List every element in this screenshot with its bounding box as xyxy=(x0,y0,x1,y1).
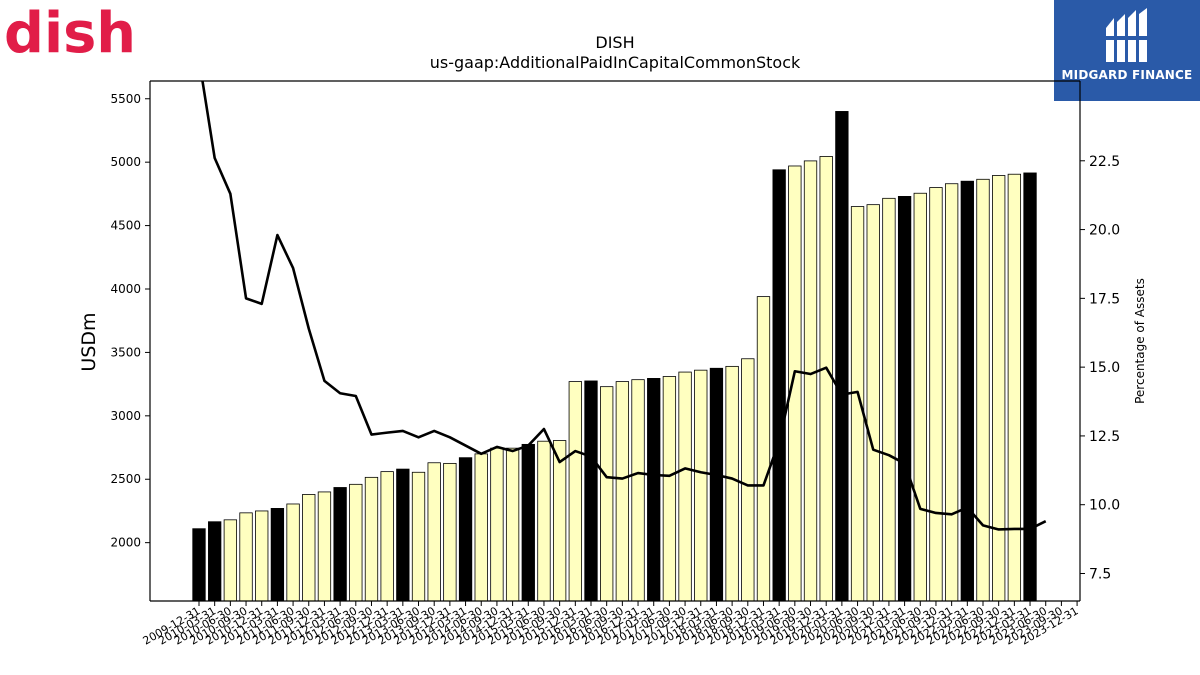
bar xyxy=(286,503,300,602)
bar xyxy=(552,440,567,602)
bar xyxy=(537,440,551,602)
y-tick-label: 5000 xyxy=(110,155,141,169)
bar xyxy=(709,367,724,602)
bar xyxy=(364,476,379,602)
bar xyxy=(458,457,473,602)
y2-axis-label: Percentage of Assets xyxy=(1133,278,1147,404)
y2-tick-label: 12.5 xyxy=(1089,429,1120,445)
midgard-finance-logo: MIDGARD FINANCE xyxy=(1054,0,1200,101)
chart-subtitle: us-gaap:AdditionalPaidInCapitalCommonSto… xyxy=(429,53,801,72)
bar xyxy=(803,160,818,602)
bar xyxy=(349,483,363,602)
bar xyxy=(208,521,222,602)
bar xyxy=(427,462,441,602)
bar xyxy=(647,378,661,602)
chart-title: DISH xyxy=(595,33,635,52)
bar xyxy=(521,443,535,602)
bar xyxy=(239,512,253,602)
bar xyxy=(270,508,285,602)
bar xyxy=(882,197,896,602)
bar xyxy=(819,156,833,602)
y-axis-label: USDm xyxy=(78,312,100,371)
bar xyxy=(725,365,739,602)
bar xyxy=(600,386,614,602)
bar xyxy=(490,447,504,602)
bar xyxy=(788,165,802,602)
bar xyxy=(505,447,520,602)
dish-logo-text: dish xyxy=(4,2,136,60)
bar xyxy=(694,369,708,602)
bar xyxy=(772,169,786,602)
bar xyxy=(631,379,645,602)
brand-name: MIDGARD FINANCE xyxy=(1061,68,1193,82)
y-tick-label: 2500 xyxy=(110,472,141,486)
dish-logo: dish xyxy=(4,1,138,66)
bar xyxy=(333,487,347,602)
y-tick-label: 3500 xyxy=(110,345,141,359)
y2-tick-label: 15.0 xyxy=(1089,360,1120,376)
bar xyxy=(992,175,1006,602)
bar xyxy=(678,371,692,602)
bar xyxy=(302,494,316,602)
bar xyxy=(474,453,488,602)
y2-tick-label: 10.0 xyxy=(1089,498,1120,514)
bar xyxy=(255,510,269,602)
bar xyxy=(380,471,394,602)
y-tick-label: 4000 xyxy=(110,282,141,296)
bar xyxy=(756,296,771,602)
bar xyxy=(223,519,238,602)
y-tick-label: 4500 xyxy=(110,219,141,233)
y2-tick-label: 17.5 xyxy=(1089,291,1120,307)
bar xyxy=(662,376,677,602)
dish-logo-graphic: dish xyxy=(4,1,136,66)
bar xyxy=(1007,173,1022,602)
y2-tick-label: 22.5 xyxy=(1089,154,1120,170)
bar xyxy=(913,192,927,602)
bar xyxy=(192,528,206,602)
bar xyxy=(584,380,598,602)
bar xyxy=(568,381,582,602)
bar xyxy=(443,462,457,602)
bar xyxy=(411,471,426,602)
bar xyxy=(944,183,959,602)
bar xyxy=(741,358,755,602)
y-tick-label: 2000 xyxy=(110,536,141,550)
bar xyxy=(615,381,630,602)
bar xyxy=(1023,172,1037,602)
y-tick-label: 3000 xyxy=(110,409,141,423)
percentage-of-assets-line xyxy=(201,81,1047,531)
bar xyxy=(835,111,849,602)
bar xyxy=(897,196,912,602)
bar xyxy=(396,468,410,602)
y2-tick-label: 20.0 xyxy=(1089,223,1120,239)
bar xyxy=(317,491,332,602)
midgard-emblem-icon xyxy=(1104,8,1150,62)
bar xyxy=(866,204,880,602)
bar xyxy=(976,178,990,602)
bar xyxy=(960,180,974,602)
bar xyxy=(929,187,943,602)
y-tick-label: 5500 xyxy=(110,92,141,106)
y2-tick-label: 7.5 xyxy=(1089,566,1111,582)
